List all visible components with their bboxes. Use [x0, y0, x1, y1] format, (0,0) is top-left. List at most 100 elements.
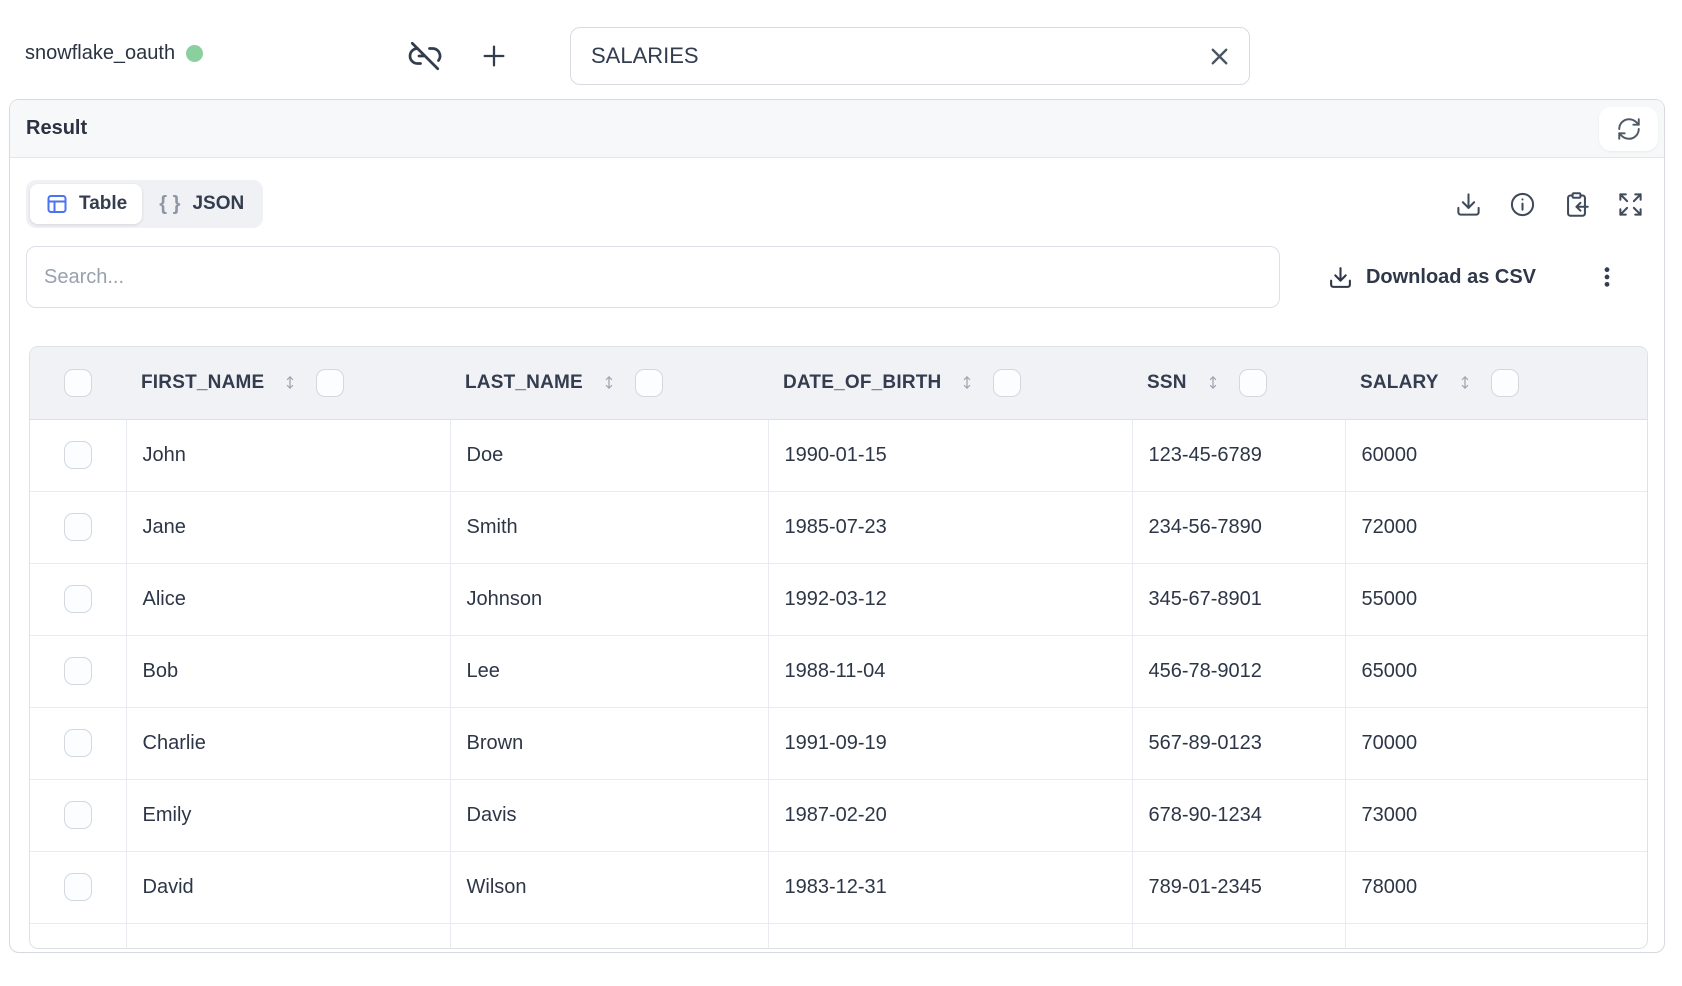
table-cell[interactable]: 70000 [1345, 707, 1647, 780]
table-row: John Doe 1990-01-15 123-45-6789 60000 [30, 419, 1647, 492]
table-row-partial [30, 923, 1647, 948]
column-checkbox[interactable] [634, 368, 663, 397]
add-tab-icon[interactable] [478, 40, 510, 72]
table-cell[interactable]: 1983-12-31 [768, 851, 1133, 924]
clipboard-import-icon[interactable] [1563, 191, 1590, 218]
table-cell [126, 923, 451, 948]
table-cell[interactable]: 1987-02-20 [768, 779, 1133, 852]
table-controls-row: Download as CSV [26, 246, 1648, 308]
table-cell[interactable]: David [126, 851, 451, 924]
column-checkbox[interactable] [1238, 368, 1267, 397]
column-checkbox[interactable] [1490, 368, 1519, 397]
column-header[interactable]: DATE_OF_BIRTH [768, 347, 1132, 420]
row-select-cell [30, 779, 127, 852]
table-cell[interactable]: Brown [450, 707, 769, 780]
row-checkbox[interactable] [63, 585, 92, 613]
connection-name: snowflake_oauth [25, 42, 176, 64]
download-csv-button[interactable]: Download as CSV [1328, 265, 1536, 290]
table-row: Jane Smith 1985-07-23 234-56-7890 72000 [30, 491, 1647, 564]
table-cell[interactable]: Wilson [450, 851, 769, 924]
tab-table-label: Table [79, 193, 128, 214]
connection-indicator[interactable]: snowflake_oauth [25, 42, 204, 65]
select-all-header [30, 347, 126, 420]
table-cell [1132, 923, 1346, 948]
table-cell[interactable]: 60000 [1345, 419, 1647, 492]
tab-table[interactable]: Table [30, 184, 143, 224]
column-header[interactable]: SALARY [1345, 347, 1647, 420]
top-bar: snowflake_oauth [0, 0, 1682, 99]
table-cell[interactable]: Bob [126, 635, 451, 708]
view-switcher: Table { } JSON [26, 180, 264, 228]
column-label: FIRST_NAME [141, 371, 265, 393]
table-cell[interactable]: Charlie [126, 707, 451, 780]
expand-icon[interactable] [1617, 191, 1644, 218]
table-cell[interactable]: 123-45-6789 [1132, 419, 1346, 492]
table-cell[interactable]: 55000 [1345, 563, 1647, 636]
table-cell[interactable]: Johnson [450, 563, 769, 636]
refresh-icon [1617, 117, 1640, 140]
refresh-button[interactable] [1599, 106, 1658, 151]
row-checkbox[interactable] [63, 513, 92, 541]
row-select-cell [30, 563, 127, 636]
row-checkbox[interactable] [63, 441, 92, 469]
table-cell[interactable]: Emily [126, 779, 451, 852]
table-cell[interactable]: 1991-09-19 [768, 707, 1133, 780]
table-cell[interactable]: 72000 [1345, 491, 1647, 564]
column-checkbox[interactable] [316, 368, 345, 397]
column-header[interactable]: SSN [1132, 347, 1345, 420]
table-cell[interactable]: 1992-03-12 [768, 563, 1133, 636]
table-row: Alice Johnson 1992-03-12 345-67-8901 55000 [30, 563, 1647, 636]
table-name-input[interactable] [589, 42, 1206, 70]
column-label: SSN [1147, 371, 1187, 393]
column-label: SALARY [1360, 371, 1439, 393]
column-label: LAST_NAME [465, 371, 583, 393]
table-cell[interactable]: 78000 [1345, 851, 1647, 924]
table-cell[interactable]: Jane [126, 491, 451, 564]
table-cell[interactable]: 345-67-8901 [1132, 563, 1346, 636]
more-options-icon[interactable] [1594, 264, 1620, 290]
search-input[interactable] [26, 246, 1280, 308]
table-cell[interactable]: 789-01-2345 [1132, 851, 1346, 924]
row-checkbox[interactable] [63, 657, 92, 685]
column-header[interactable]: LAST_NAME [450, 347, 768, 420]
sort-icon[interactable] [600, 370, 618, 395]
table-cell[interactable]: 456-78-9012 [1132, 635, 1346, 708]
table-cell [1345, 923, 1647, 948]
table-cell[interactable]: Davis [450, 779, 769, 852]
row-checkbox[interactable] [63, 873, 92, 901]
sort-icon[interactable] [1456, 370, 1474, 395]
sort-icon[interactable] [1204, 370, 1222, 395]
table-row: Charlie Brown 1991-09-19 567-89-0123 70000 [30, 707, 1647, 780]
tab-json[interactable]: { } JSON [144, 184, 259, 224]
table-cell[interactable]: Alice [126, 563, 451, 636]
table-cell[interactable]: 234-56-7890 [1132, 491, 1346, 564]
row-select-cell [30, 419, 127, 492]
table-cell[interactable]: Doe [450, 419, 769, 492]
row-checkbox[interactable] [63, 729, 92, 757]
info-icon[interactable] [1509, 191, 1536, 218]
column-header[interactable]: FIRST_NAME [126, 347, 450, 420]
result-header: Result [10, 100, 1664, 158]
table-cell[interactable]: John [126, 419, 451, 492]
sort-icon[interactable] [281, 370, 299, 395]
sort-icon[interactable] [958, 370, 976, 395]
clear-table-icon[interactable] [1206, 43, 1233, 70]
unlink-icon[interactable] [407, 38, 443, 74]
download-csv-label: Download as CSV [1365, 265, 1536, 288]
table-name-field [570, 27, 1250, 85]
column-checkbox[interactable] [993, 368, 1022, 397]
row-checkbox[interactable] [63, 801, 92, 829]
table-cell[interactable]: 1985-07-23 [768, 491, 1133, 564]
table-cell[interactable]: 73000 [1345, 779, 1647, 852]
download-icon[interactable] [1455, 191, 1482, 218]
table-cell[interactable]: 1988-11-04 [768, 635, 1133, 708]
table-row: Emily Davis 1987-02-20 678-90-1234 73000 [30, 779, 1647, 852]
table-cell[interactable]: 678-90-1234 [1132, 779, 1346, 852]
table-cell[interactable]: 567-89-0123 [1132, 707, 1346, 780]
select-all-checkbox[interactable] [64, 368, 92, 397]
table-cell[interactable]: Smith [450, 491, 769, 564]
table-cell[interactable]: Lee [450, 635, 769, 708]
table-cell[interactable]: 65000 [1345, 635, 1647, 708]
table-cell [768, 923, 1133, 948]
table-cell[interactable]: 1990-01-15 [768, 419, 1133, 492]
